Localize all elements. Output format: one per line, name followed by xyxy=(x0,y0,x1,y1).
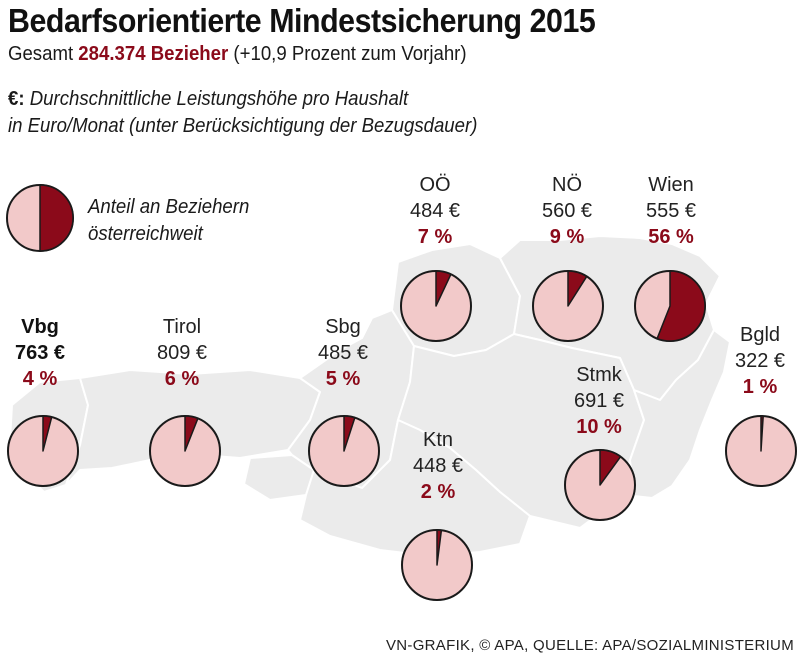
region-amount: 484 € xyxy=(409,200,461,222)
pie-stmk xyxy=(564,449,636,521)
region-amount: 448 € xyxy=(412,455,464,477)
pie-slice xyxy=(42,415,53,452)
pie-slice xyxy=(599,449,622,486)
map-region-ktn xyxy=(299,419,531,557)
region-share: 4 % xyxy=(22,368,58,390)
region-label-ooe: OÖ 484 € 7 % xyxy=(370,172,500,250)
region-share: 1 % xyxy=(742,376,778,398)
legend-pie xyxy=(6,184,74,252)
region-name: Ktn xyxy=(422,429,454,451)
chart-subtitle: Gesamt 284.374 Bezieher (+10,9 Prozent z… xyxy=(8,43,467,66)
pie-ktn xyxy=(401,529,473,601)
region-amount: 691 € xyxy=(573,390,625,412)
amount-note: €: Durchschnittliche Leistungshöhe pro H… xyxy=(8,86,477,140)
legend: Anteil an Beziehern österreichweit xyxy=(88,194,249,248)
euro-symbol-label: €: xyxy=(8,88,25,110)
pie-slice xyxy=(760,415,764,452)
region-label-ktn: Ktn 448 € 2 % xyxy=(373,427,503,505)
map-region-bgld xyxy=(629,329,731,499)
amount-note-line-2: in Euro/Monat (unter Berücksichtigung de… xyxy=(8,115,478,137)
year-change: (+10,9 Prozent zum Vorjahr) xyxy=(233,43,467,65)
region-share: 9 % xyxy=(549,226,585,248)
amount-note-text-1: Durchschnittliche Leistungshöhe pro Haus… xyxy=(29,88,409,110)
region-amount: 763 € xyxy=(14,342,66,364)
region-label-vbg: Vbg 763 € 4 % xyxy=(0,314,105,392)
region-amount: 485 € xyxy=(317,342,369,364)
source-credit: VN-GRAFIK, © APA, QUELLE: APA/SOZIALMINI… xyxy=(385,637,794,654)
pie-slice xyxy=(656,270,706,342)
region-name: Bgld xyxy=(739,324,781,346)
region-name: OÖ xyxy=(419,174,451,196)
region-name: Sbg xyxy=(325,316,361,338)
region-name: Vbg xyxy=(21,316,59,338)
region-amount: 809 € xyxy=(156,342,208,364)
region-name: Tirol xyxy=(162,316,202,338)
pie-sbg xyxy=(308,415,380,487)
pie-slice xyxy=(39,184,74,252)
region-label-tirol: Tirol 809 € 6 % xyxy=(117,314,247,392)
pie-ooe xyxy=(400,270,472,342)
region-label-sbg: Sbg 485 € 5 % xyxy=(278,314,408,392)
legend-line-2: österreichweit xyxy=(88,223,203,245)
pie-slice xyxy=(435,270,452,307)
region-share: 7 % xyxy=(417,226,453,248)
pie-slice xyxy=(436,529,443,566)
pie-layer xyxy=(6,184,797,601)
region-share: 10 % xyxy=(576,416,622,438)
region-label-noe: NÖ 560 € 9 % xyxy=(502,172,632,250)
legend-line-1: Anteil an Beziehern xyxy=(88,196,250,218)
pie-slice xyxy=(567,270,588,307)
pie-slice xyxy=(184,415,199,452)
pie-noe xyxy=(532,270,604,342)
region-amount: 560 € xyxy=(541,200,593,222)
region-label-wien: Wien 555 € 56 % xyxy=(606,172,736,250)
pie-vbg xyxy=(7,415,79,487)
region-name: Stmk xyxy=(576,364,622,386)
region-share: 6 % xyxy=(164,368,200,390)
region-share: 2 % xyxy=(420,481,456,503)
region-amount: 322 € xyxy=(734,350,786,372)
region-share: 56 % xyxy=(648,226,694,248)
region-name: Wien xyxy=(648,174,694,196)
pie-slice xyxy=(343,415,356,452)
region-share: 5 % xyxy=(325,368,361,390)
amount-note-line-1: €: Durchschnittliche Leistungshöhe pro H… xyxy=(8,86,477,113)
region-amount: 555 € xyxy=(645,200,697,222)
region-label-stmk: Stmk 691 € 10 % xyxy=(534,362,664,440)
total-recipients: 284.374 Bezieher xyxy=(78,43,229,65)
pie-wien xyxy=(634,270,706,342)
chart-title: Bedarfsorientierte Mindestsicherung 2015 xyxy=(8,2,596,39)
pie-tirol xyxy=(149,415,221,487)
pie-bgld xyxy=(725,415,797,487)
region-name: NÖ xyxy=(552,174,582,196)
region-label-bgld: Bgld 322 € 1 % xyxy=(695,322,800,400)
subtitle-prefix: Gesamt xyxy=(8,43,74,65)
